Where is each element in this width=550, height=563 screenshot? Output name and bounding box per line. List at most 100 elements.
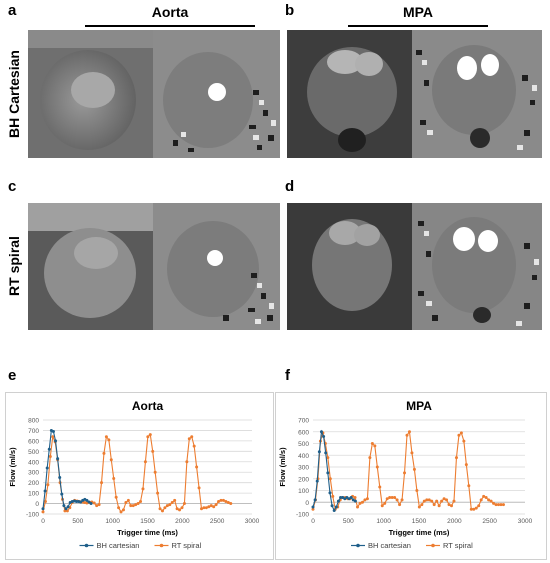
mri-mpa-rt-magnitude xyxy=(287,203,412,330)
column-divider-aorta xyxy=(85,25,255,27)
chart-aorta-x-axis-label: Trigger time (ms) xyxy=(117,528,178,537)
mri-aorta-rt-magnitude xyxy=(28,203,153,330)
chart-aorta-y-tick-label: 500 xyxy=(28,449,39,456)
chart-mpa-point-rt-spiral xyxy=(353,496,357,500)
chart-aorta-point-rt-spiral xyxy=(134,503,138,507)
chart-aorta-point-rt-spiral xyxy=(202,506,206,510)
chart-mpa-point-rt-spiral xyxy=(425,498,429,502)
chart-mpa-x-tick-label: 500 xyxy=(343,518,354,525)
chart-aorta-point-rt-spiral xyxy=(114,495,118,499)
chart-mpa-point-rt-spiral xyxy=(407,430,411,434)
chart-aorta-legend-label: RT spiral xyxy=(172,541,202,550)
chart-mpa-point-rt-spiral xyxy=(368,456,372,460)
chart-mpa-point-rt-spiral xyxy=(412,467,416,471)
chart-mpa-point-rt-spiral xyxy=(440,499,444,503)
chart-aorta-point-rt-spiral xyxy=(92,501,96,505)
chart-mpa-legend-label: BH cartesian xyxy=(368,541,411,550)
chart-mpa-point-rt-spiral xyxy=(390,496,394,500)
chart-aorta-point-rt-spiral xyxy=(168,503,172,507)
chart-aorta-point-bh-cartesian xyxy=(62,504,66,508)
chart-mpa-point-bh-cartesian xyxy=(330,504,334,508)
chart-mpa-point-rt-spiral xyxy=(393,496,397,500)
column-title-aorta: Aorta xyxy=(151,4,189,20)
chart-mpa-x-axis-label: Trigger time (ms) xyxy=(389,528,450,537)
chart-aorta-point-rt-spiral xyxy=(204,506,208,510)
chart-aorta-y-tick-label: 800 xyxy=(28,418,39,425)
chart-mpa-point-rt-spiral xyxy=(383,501,387,505)
chart-aorta-x-tick-label: 3000 xyxy=(245,518,260,525)
chart-mpa-point-rt-spiral xyxy=(328,477,332,481)
chart-aorta-legend-marker xyxy=(84,543,89,548)
chart-aorta-point-rt-spiral xyxy=(117,506,121,510)
chart-mpa-point-bh-cartesian xyxy=(353,499,357,503)
chart-aorta-y-tick-label: 100 xyxy=(28,491,39,498)
chart-aorta-point-rt-spiral xyxy=(158,507,162,511)
chart-mpa-point-rt-spiral xyxy=(499,503,503,507)
chart-mpa-point-rt-spiral xyxy=(459,431,463,435)
chart-mpa-point-rt-spiral xyxy=(400,498,404,502)
chart-aorta-point-rt-spiral xyxy=(160,509,164,513)
chart-aorta-point-rt-spiral xyxy=(187,437,191,441)
chart-mpa-point-rt-spiral xyxy=(484,496,488,500)
chart-mpa-point-rt-spiral xyxy=(472,507,476,511)
chart-aorta-point-bh-cartesian xyxy=(60,492,64,496)
chart-mpa-point-rt-spiral xyxy=(375,465,379,469)
chart-aorta-point-rt-spiral xyxy=(192,444,196,448)
chart-mpa-point-rt-spiral xyxy=(482,494,486,498)
chart-aorta-point-rt-spiral xyxy=(102,451,106,455)
chart-aorta-point-rt-spiral xyxy=(126,498,130,502)
chart-aorta-point-rt-spiral xyxy=(207,505,211,509)
chart-aorta-legend-marker xyxy=(159,543,164,548)
chart-aorta-point-rt-spiral xyxy=(224,499,228,503)
chart-mpa-point-rt-spiral xyxy=(479,498,483,502)
chart-mpa-point-bh-cartesian xyxy=(349,496,353,500)
chart-mpa-point-rt-spiral xyxy=(432,503,436,507)
chart-aorta-point-bh-cartesian xyxy=(41,507,45,511)
chart-mpa-point-rt-spiral xyxy=(469,507,473,511)
chart-aorta-point-bh-cartesian xyxy=(64,507,68,511)
chart-aorta-point-rt-spiral xyxy=(97,503,101,507)
chart-aorta-y-tick-label: 400 xyxy=(28,459,39,466)
chart-aorta-x-tick-label: 500 xyxy=(72,518,83,525)
chart-mpa-point-rt-spiral xyxy=(395,498,399,502)
row-label-rt-spiral: RT spiral xyxy=(6,236,22,296)
chart-mpa-y-axis-label: Flow (ml/s) xyxy=(278,447,287,487)
chart-aorta-point-rt-spiral xyxy=(180,506,184,510)
chart-aorta-y-tick-label: 600 xyxy=(28,438,39,445)
chart-aorta-y-tick-label: 0 xyxy=(35,501,39,508)
chart-aorta-point-rt-spiral xyxy=(121,508,125,512)
chart-aorta-point-rt-spiral xyxy=(100,481,104,485)
chart-aorta-point-bh-cartesian xyxy=(54,439,58,443)
chart-mpa-point-rt-spiral xyxy=(415,489,419,492)
chart-mpa-point-rt-spiral xyxy=(311,507,315,511)
chart-mpa-point-rt-spiral xyxy=(388,496,392,500)
chart-mpa-point-rt-spiral xyxy=(403,471,407,475)
chart-aorta-point-rt-spiral xyxy=(153,470,157,474)
chart-aorta-point-bh-cartesian xyxy=(47,447,51,451)
chart-aorta-point-rt-spiral xyxy=(217,499,221,503)
chart-mpa-point-rt-spiral xyxy=(427,498,431,502)
chart-aorta-point-bh-cartesian xyxy=(87,500,91,504)
chart-mpa-point-rt-spiral xyxy=(452,499,456,503)
chart-mpa-point-bh-cartesian xyxy=(336,499,340,503)
chart-aorta-point-rt-spiral xyxy=(221,498,225,502)
chart-mpa-point-rt-spiral xyxy=(450,504,454,508)
chart-aorta-point-rt-spiral xyxy=(129,504,133,508)
chart-mpa-point-rt-spiral xyxy=(454,456,458,460)
chart-mpa-point-rt-spiral xyxy=(435,499,439,503)
chart-mpa-point-rt-spiral xyxy=(356,505,360,509)
chart-mpa-title: MPA xyxy=(406,399,432,413)
chart-aorta-x-tick-label: 1500 xyxy=(140,518,155,525)
chart-aorta-series-line-rt-spiral xyxy=(42,433,231,513)
chart-mpa-y-tick-label: 700 xyxy=(298,418,309,425)
chart-aorta-point-rt-spiral xyxy=(46,483,50,487)
chart-mpa-point-rt-spiral xyxy=(474,506,478,510)
chart-mpa-point-rt-spiral xyxy=(494,503,498,507)
chart-aorta-point-bh-cartesian xyxy=(56,457,60,461)
chart-mpa-y-tick-label: 0 xyxy=(305,500,309,507)
chart-aorta-point-rt-spiral xyxy=(41,510,45,514)
chart-aorta-title: Aorta xyxy=(132,399,164,413)
chart-mpa-point-rt-spiral xyxy=(422,499,426,503)
